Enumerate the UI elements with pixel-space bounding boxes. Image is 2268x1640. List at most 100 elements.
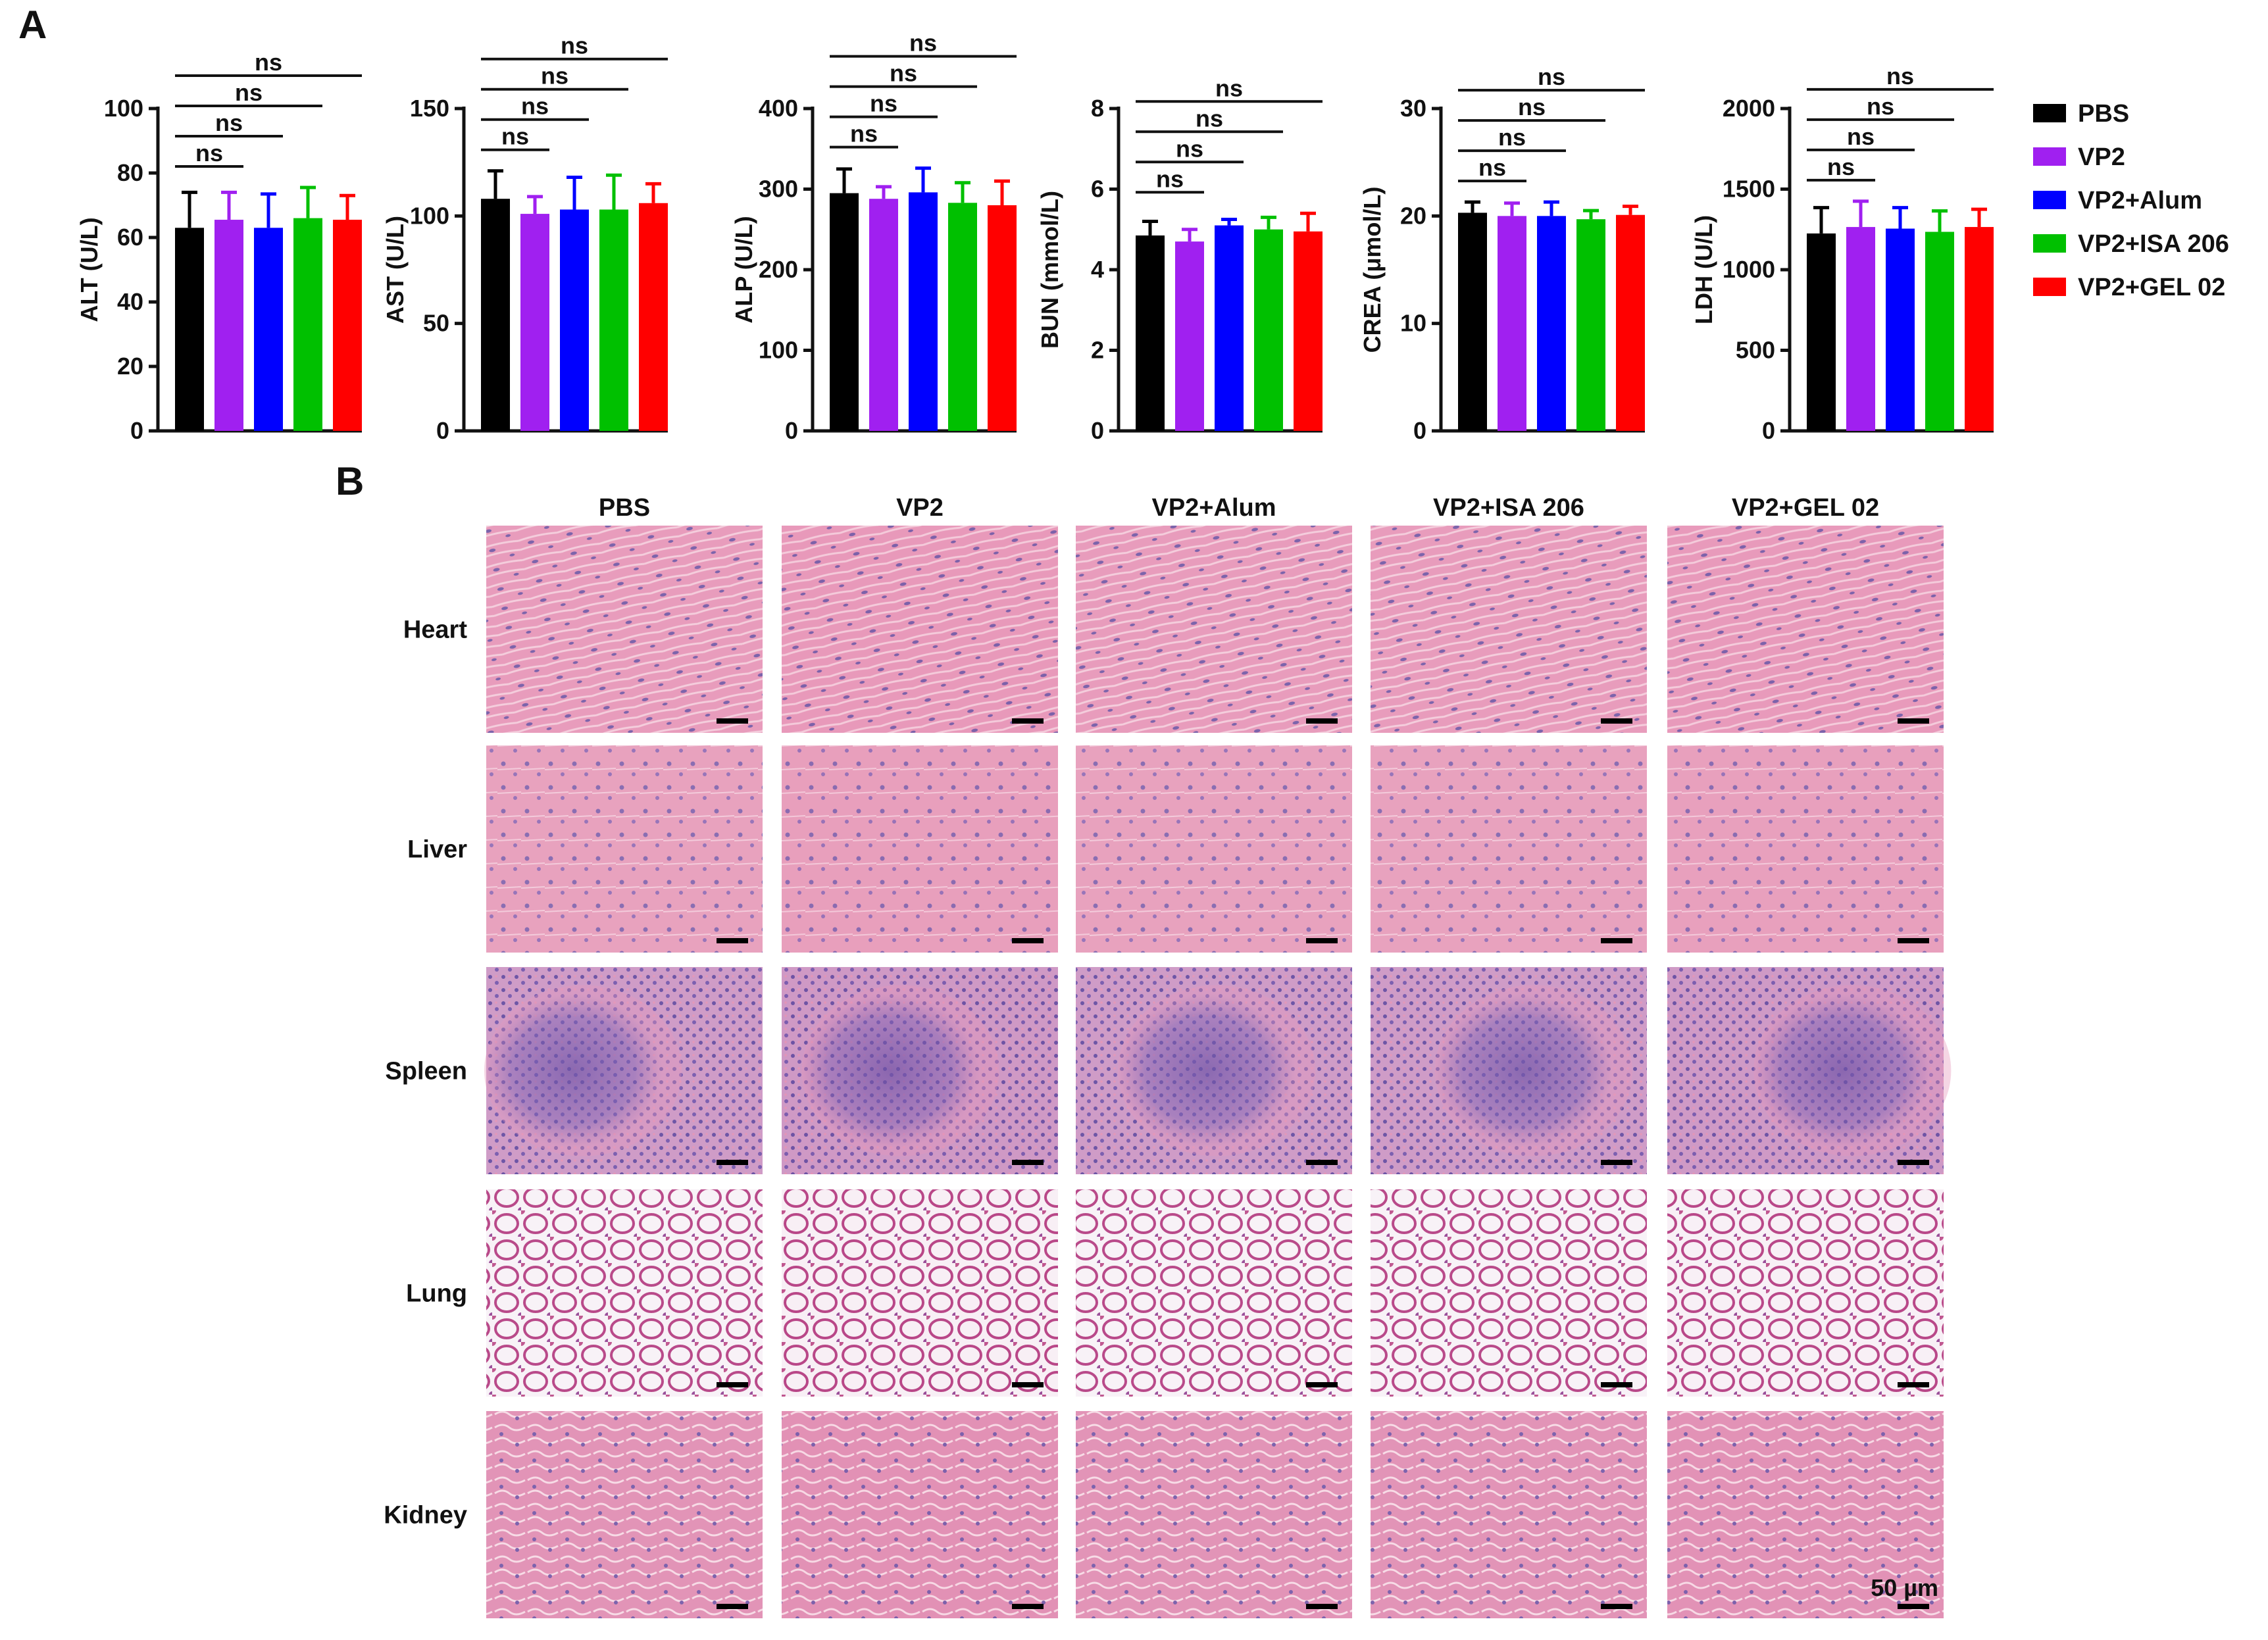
tint [1076, 1189, 1352, 1397]
y-tick-label: 30 [1400, 95, 1426, 122]
tissue [486, 745, 763, 953]
legend-swatch [2033, 104, 2066, 122]
scale-bar [1012, 938, 1044, 943]
column-label: VP2 [896, 494, 944, 522]
histology-image [1667, 745, 1944, 953]
significance-label: ns [1518, 93, 1546, 120]
scale-bar [1306, 1382, 1338, 1387]
tint [1667, 745, 1944, 953]
bar [1965, 227, 1994, 431]
histology-image [486, 526, 763, 733]
tint [1371, 526, 1647, 733]
bar [560, 209, 589, 431]
column-label: PBS [599, 494, 650, 522]
significance-label: ns [850, 120, 878, 147]
tissue [1667, 1189, 1944, 1397]
scale-bar [1306, 938, 1338, 943]
scale-bar [1012, 1604, 1044, 1609]
histology-image [1667, 1411, 1944, 1618]
legend-label: VP2 [2078, 143, 2125, 171]
histology-image [1371, 967, 1647, 1174]
tissue [1371, 1411, 1647, 1618]
y-tick-label: 10 [1400, 310, 1426, 337]
tissue [782, 745, 1058, 953]
scale-bar [1898, 1160, 1929, 1165]
y-tick-label: 6 [1091, 176, 1104, 203]
tissue [1076, 1189, 1352, 1397]
bar [1576, 219, 1605, 431]
tissue [1667, 1411, 1944, 1618]
tint [1667, 1189, 1944, 1397]
bar [869, 199, 898, 431]
bar [1294, 231, 1323, 431]
legend-swatch [2033, 234, 2066, 253]
y-axis-label: AST (U/L) [382, 216, 409, 324]
y-tick-label: 1000 [1723, 256, 1775, 283]
tissue [486, 1411, 763, 1618]
significance-label: ns [195, 139, 223, 166]
legend-label: VP2+ISA 206 [2078, 230, 2229, 258]
tint [486, 967, 763, 1174]
significance-label: ns [909, 30, 937, 57]
bar [1537, 216, 1566, 431]
significance-label: ns [501, 123, 529, 150]
bar [1616, 214, 1645, 431]
bar [909, 192, 938, 431]
histology-image [1667, 1189, 1944, 1397]
scale-bar [1601, 718, 1632, 724]
tint [1371, 745, 1647, 953]
bar [948, 203, 977, 431]
y-tick-label: 150 [410, 95, 449, 122]
scale-bar [1012, 1382, 1044, 1387]
significance-label: ns [1538, 63, 1565, 90]
tissue [486, 526, 763, 733]
legend-label: VP2+Alum [2078, 187, 2202, 214]
y-tick-label: 400 [759, 95, 798, 122]
tissue [782, 526, 1058, 733]
y-tick-label: 20 [117, 353, 143, 380]
y-tick-label: 0 [130, 417, 143, 444]
bar [1807, 233, 1836, 431]
tissue [1371, 1189, 1647, 1397]
tissue [782, 1411, 1058, 1618]
bar [254, 228, 283, 431]
bar [1498, 216, 1526, 431]
significance-label: ns [1215, 74, 1243, 101]
bar [520, 214, 549, 431]
scale-label: 50 µm [1871, 1574, 1938, 1601]
y-tick-label: 100 [759, 337, 798, 364]
bar [599, 209, 628, 431]
row-label: Lung [406, 1280, 467, 1308]
significance-label: ns [1867, 93, 1894, 120]
y-tick-label: 0 [1762, 417, 1775, 444]
scale-bar [1898, 718, 1929, 724]
histology-image [1076, 1411, 1352, 1618]
scale-bar [1306, 718, 1338, 724]
y-axis-label: ALP (U/L) [730, 216, 757, 323]
bar [1215, 225, 1244, 431]
tint [1076, 745, 1352, 953]
y-tick-label: 4 [1091, 256, 1104, 283]
tissue [1371, 745, 1647, 953]
bar [1886, 228, 1915, 431]
tint [1667, 1411, 1944, 1618]
y-tick-label: 1500 [1723, 176, 1775, 203]
significance-label: ns [890, 60, 917, 87]
y-tick-label: 20 [1400, 202, 1426, 229]
scale-bar [1601, 938, 1632, 943]
bar [293, 218, 322, 431]
y-tick-label: 200 [759, 256, 798, 283]
tissue [1667, 745, 1944, 953]
follicle [484, 985, 682, 1156]
legend-swatch [2033, 278, 2066, 296]
y-tick-label: 0 [436, 417, 449, 444]
tint [1076, 526, 1352, 733]
bar [1458, 212, 1487, 431]
scale-bar [1601, 1382, 1632, 1387]
scale-bar [717, 938, 748, 943]
tint [782, 1189, 1058, 1397]
histology-image [1667, 967, 1952, 1174]
histology-image [782, 526, 1058, 733]
bar [481, 199, 510, 431]
